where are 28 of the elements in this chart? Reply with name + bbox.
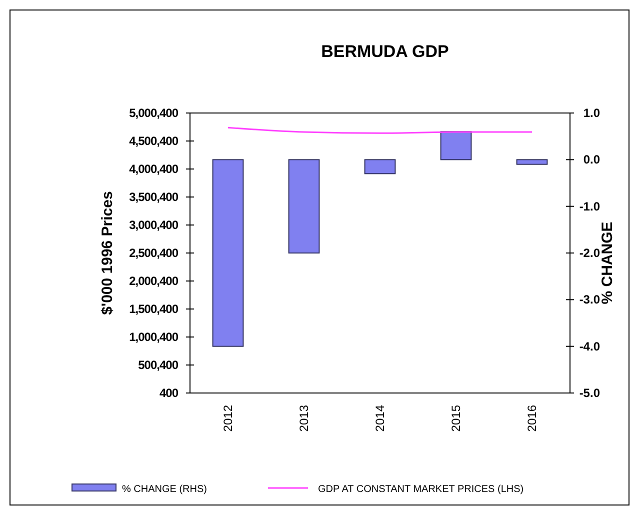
y2-tick-label: -2.0 [579, 246, 600, 260]
y-tick-label: 1,500,400 [129, 302, 179, 316]
y-axis-title: $'000 1996 Prices [99, 191, 116, 315]
y2-tick-label: -1.0 [579, 199, 600, 214]
y-tick-label: 3,000,400 [129, 218, 179, 232]
y2-tick-label: 0.0 [583, 152, 600, 167]
x-tick-label: 2016 [525, 404, 539, 432]
x-tick-label: 2015 [449, 404, 463, 432]
legend-label: GDP AT CONSTANT MARKET PRICES (LHS) [318, 484, 524, 495]
y-tick-label: 4,500,400 [129, 134, 179, 148]
y-tick-label: 4,000,400 [129, 162, 179, 176]
y-tick-label: 5,000,400 [129, 106, 179, 120]
x-tick-label: 2012 [221, 404, 235, 432]
y-tick-label: 400 [159, 386, 179, 400]
y2-tick-label: 1.0 [583, 106, 600, 120]
y2-tick-label: -5.0 [579, 386, 600, 400]
y-tick-label: 1,000,400 [129, 330, 179, 344]
legend-label: % CHANGE (RHS) [122, 484, 208, 495]
y2-axis-title: % CHANGE [599, 222, 616, 304]
y2-tick-label: -3.0 [579, 292, 600, 307]
chart-title: BERMUDA GDP [321, 42, 449, 61]
x-tick-label: 2013 [297, 404, 311, 432]
y-tick-label: 500,400 [138, 358, 179, 372]
x-tick-label: 2014 [373, 404, 387, 432]
y-tick-label: 2,500,400 [129, 246, 179, 260]
y-tick-label: 3,500,400 [129, 190, 179, 204]
y2-tick-label: -4.0 [579, 339, 600, 354]
y-tick-label: 2,000,400 [129, 274, 179, 288]
